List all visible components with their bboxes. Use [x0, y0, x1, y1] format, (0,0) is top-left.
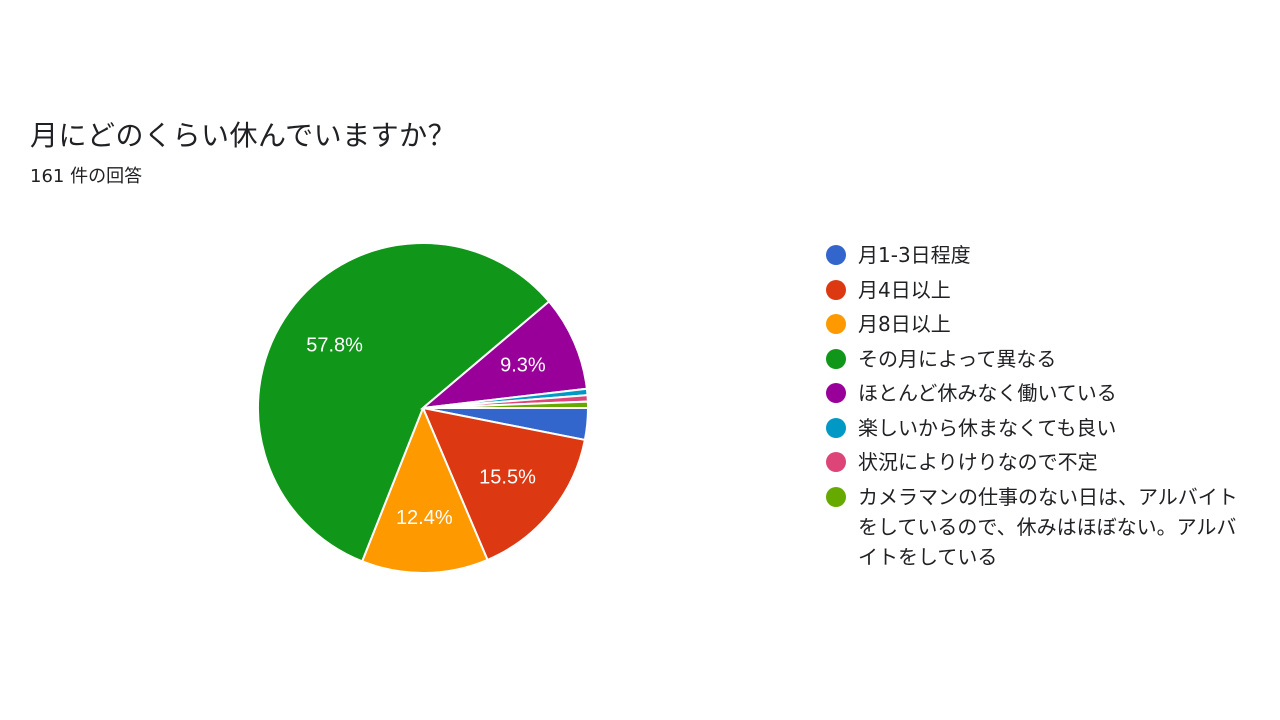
legend-label: 月4日以上: [858, 275, 1246, 305]
legend-label: 月8日以上: [858, 309, 1246, 339]
legend-item[interactable]: 月1-3日程度: [826, 240, 1246, 270]
legend-swatch: [826, 245, 846, 265]
legend-swatch: [826, 487, 846, 507]
legend-swatch: [826, 280, 846, 300]
chart-legend: 月1-3日程度 月4日以上月8日以上その月によって異なる ほとんど休みなく働いている…: [826, 240, 1246, 576]
slice-percent-label: 9.3%: [500, 355, 546, 377]
slice-percent-label: 15.5%: [479, 467, 536, 489]
slice-percent-label: 12.4%: [396, 507, 453, 529]
legend-item[interactable]: 月8日以上: [826, 309, 1246, 339]
legend-swatch: [826, 314, 846, 334]
legend-item[interactable]: 楽しいから休まなくても良い: [826, 413, 1246, 443]
legend-item[interactable]: 状況によりけりなので不定: [826, 447, 1246, 477]
legend-label: 状況によりけりなので不定: [858, 447, 1246, 477]
legend-label: ほとんど休みなく働いている: [858, 378, 1246, 408]
legend-item[interactable]: その月によって異なる: [826, 344, 1246, 374]
legend-item[interactable]: 月4日以上: [826, 275, 1246, 305]
legend-label: 楽しいから休まなくても良い: [858, 413, 1246, 443]
legend-swatch: [826, 383, 846, 403]
legend-swatch: [826, 418, 846, 438]
legend-label: その月によって異なる: [858, 344, 1246, 374]
slice-percent-label: 57.8%: [306, 334, 363, 356]
legend-swatch: [826, 349, 846, 369]
legend-label: カメラマンの仕事のない日は、アルバイトをしているので、休みはほぼない。アルバイト…: [858, 482, 1246, 572]
legend-swatch: [826, 452, 846, 472]
legend-item[interactable]: ほとんど休みなく働いている: [826, 378, 1246, 408]
legend-label: 月1-3日程度: [858, 240, 1246, 270]
legend-item[interactable]: カメラマンの仕事のない日は、アルバイトをしているので、休みはほぼない。アルバイト…: [826, 482, 1246, 572]
